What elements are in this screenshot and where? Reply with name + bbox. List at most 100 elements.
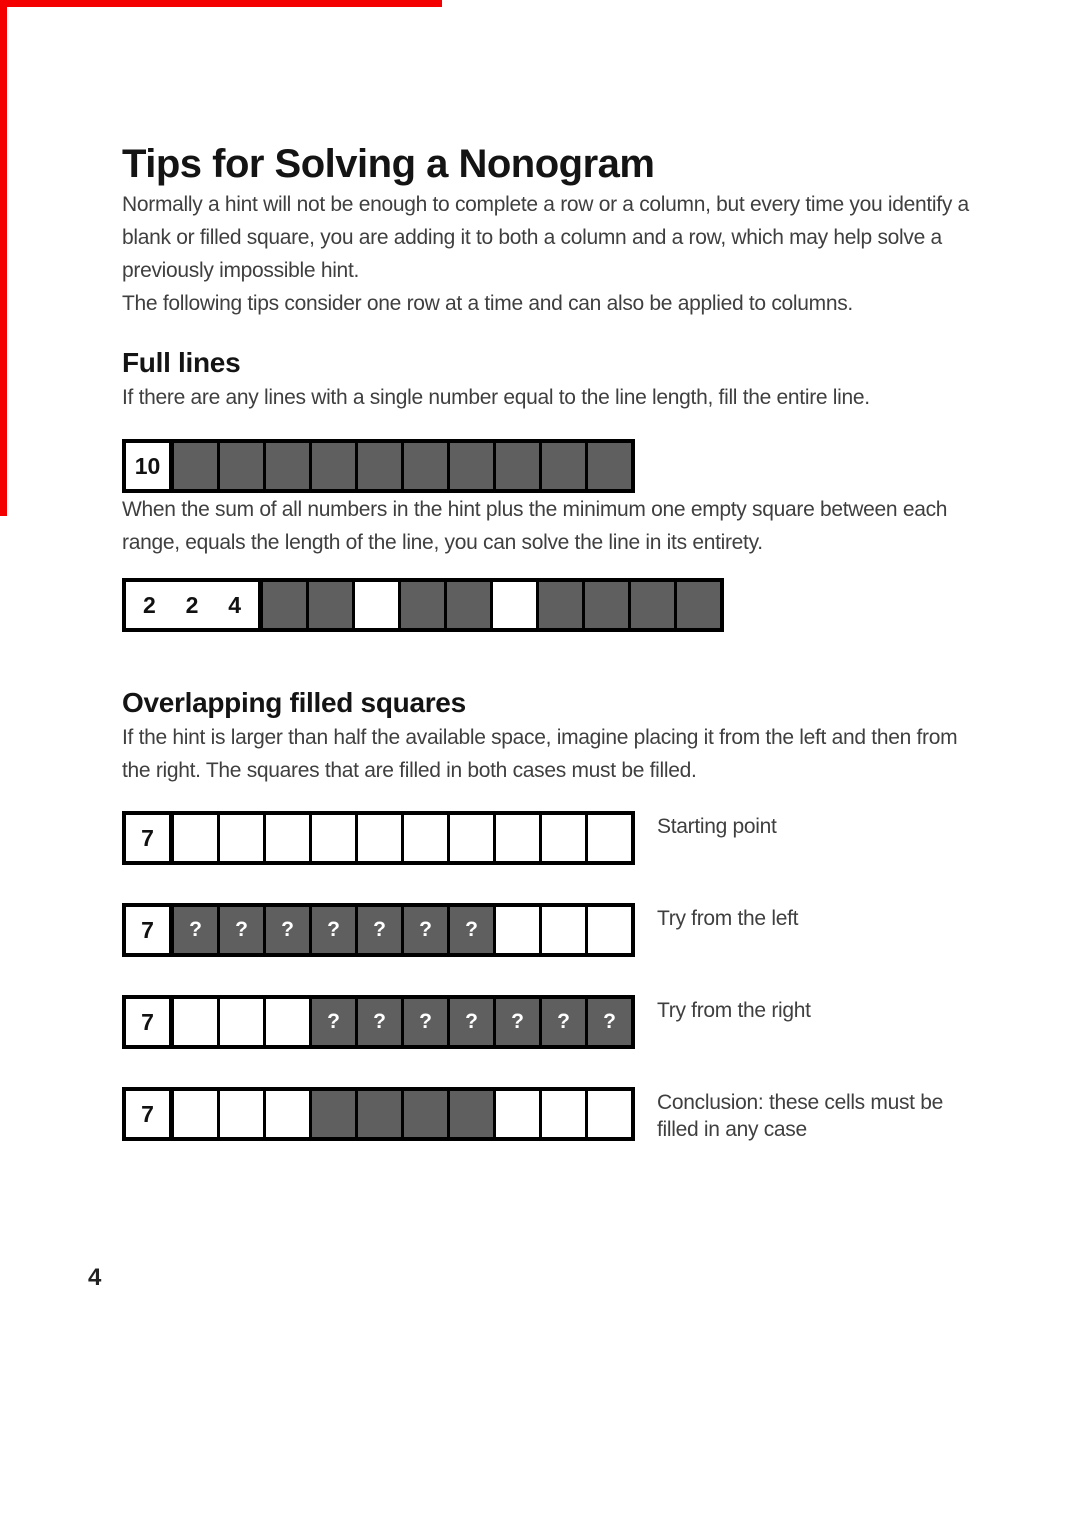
nonogram-cell-empty bbox=[174, 815, 217, 861]
nonogram-cell-filled bbox=[312, 1091, 355, 1137]
nonogram-cell-question: ? bbox=[450, 999, 493, 1045]
nonogram-cell-question: ? bbox=[404, 999, 447, 1045]
figure-caption-try-from-left: Try from the left bbox=[657, 907, 799, 930]
hint-box: 7 bbox=[126, 999, 169, 1045]
nonogram-cell-empty bbox=[588, 1091, 631, 1137]
page-content: Tips for Solving a Nonogram Normally a h… bbox=[88, 0, 1002, 1292]
hint-number: 7 bbox=[141, 916, 154, 943]
hint-number: 7 bbox=[141, 1008, 154, 1035]
nonogram-cell-filled bbox=[450, 1091, 493, 1137]
hint-box: 7 bbox=[126, 907, 169, 953]
nonogram-cell-empty bbox=[220, 999, 263, 1045]
nonogram-cell-filled bbox=[263, 582, 306, 628]
hint-box: 10 bbox=[126, 443, 169, 489]
nonogram-cell-empty bbox=[493, 582, 536, 628]
figure-caption-try-from-right: Try from the right bbox=[657, 999, 811, 1022]
figure-row-try-from-right: 7??????? Try from the right bbox=[122, 995, 1002, 1049]
section-heading-overlapping: Overlapping filled squares bbox=[122, 687, 466, 718]
nonogram-cell-empty bbox=[266, 815, 309, 861]
overlapping-paragraph-1: If the hint is larger than half the avai… bbox=[122, 726, 958, 782]
hint-box: 2 2 4 bbox=[126, 582, 258, 628]
figure-row-try-from-left: 7??????? Try from the left bbox=[122, 903, 1002, 957]
figure-row-starting-point: 7 Starting point bbox=[122, 811, 1002, 865]
page-number: 4 bbox=[88, 1264, 102, 1291]
nonogram-cell-question: ? bbox=[220, 907, 263, 953]
red-annotation-line-top bbox=[0, 0, 442, 7]
figure-caption-conclusion: Conclusion: these cells must be filled i… bbox=[657, 1091, 944, 1141]
nonogram-cell-question: ? bbox=[266, 907, 309, 953]
nonogram-cell-filled bbox=[447, 582, 490, 628]
nonogram-cell-empty bbox=[404, 815, 447, 861]
nonogram-cell-filled bbox=[677, 582, 720, 628]
nonogram-cell-filled bbox=[588, 443, 631, 489]
nonogram-bar-try-from-left: 7??????? bbox=[122, 903, 635, 957]
nonogram-cell-filled bbox=[585, 582, 628, 628]
hint-box: 7 bbox=[126, 1091, 169, 1137]
nonogram-cell-filled bbox=[539, 582, 582, 628]
nonogram-cell-empty bbox=[220, 815, 263, 861]
nonogram-bar-sum-example: 2 2 4 bbox=[122, 578, 724, 632]
hint-number: 7 bbox=[141, 1100, 154, 1127]
nonogram-cell-empty bbox=[496, 907, 539, 953]
full-lines-paragraph-2: When the sum of all numbers in the hint … bbox=[122, 498, 948, 554]
nonogram-cell-filled bbox=[220, 443, 263, 489]
figure-caption-starting-point: Starting point bbox=[657, 815, 777, 838]
nonogram-cell-filled bbox=[266, 443, 309, 489]
nonogram-cell-empty bbox=[542, 907, 585, 953]
intro-paragraph-2: The following tips consider one row at a… bbox=[122, 292, 853, 315]
nonogram-cell-question: ? bbox=[312, 999, 355, 1045]
nonogram-cell-question: ? bbox=[174, 907, 217, 953]
nonogram-cell-question: ? bbox=[312, 907, 355, 953]
nonogram-cell-empty bbox=[358, 815, 401, 861]
nonogram-cell-empty bbox=[312, 815, 355, 861]
nonogram-cell-empty bbox=[174, 999, 217, 1045]
red-annotation-line-left bbox=[0, 0, 7, 516]
nonogram-cell-filled bbox=[450, 443, 493, 489]
nonogram-cell-filled bbox=[358, 1091, 401, 1137]
section-heading-full-lines: Full lines bbox=[122, 347, 241, 378]
nonogram-bar-starting-point: 7 bbox=[122, 811, 635, 865]
hint-number: 2 bbox=[185, 591, 199, 618]
nonogram-cell-empty bbox=[496, 1091, 539, 1137]
hint-number: 2 bbox=[143, 591, 156, 618]
hint-number: 10 bbox=[134, 452, 161, 479]
nonogram-cell-question: ? bbox=[496, 999, 539, 1045]
hint-number: 4 bbox=[228, 591, 241, 618]
nonogram-cell-question: ? bbox=[358, 907, 401, 953]
nonogram-bar-conclusion: 7 bbox=[122, 1087, 635, 1141]
intro-paragraph-1: Normally a hint will not be enough to co… bbox=[122, 193, 969, 282]
nonogram-bar-full-line: 10 bbox=[122, 439, 635, 493]
nonogram-cell-filled bbox=[631, 582, 674, 628]
nonogram-cell-empty bbox=[220, 1091, 263, 1137]
nonogram-cell-empty bbox=[542, 1091, 585, 1137]
nonogram-cell-empty bbox=[542, 815, 585, 861]
page-title: Tips for Solving a Nonogram bbox=[122, 142, 655, 186]
nonogram-cell-empty bbox=[266, 1091, 309, 1137]
nonogram-cell-filled bbox=[312, 443, 355, 489]
hint-number: 7 bbox=[141, 824, 154, 851]
nonogram-cell-filled bbox=[542, 443, 585, 489]
figure-row-conclusion: 7 Conclusion: these cells must be filled… bbox=[122, 1087, 1002, 1143]
nonogram-cell-filled bbox=[496, 443, 539, 489]
hint-box: 7 bbox=[126, 815, 169, 861]
nonogram-bar-try-from-right: 7??????? bbox=[122, 995, 635, 1049]
nonogram-cell-empty bbox=[496, 815, 539, 861]
nonogram-cell-question: ? bbox=[450, 907, 493, 953]
nonogram-cell-question: ? bbox=[542, 999, 585, 1045]
nonogram-cell-filled bbox=[404, 1091, 447, 1137]
nonogram-cell-empty bbox=[266, 999, 309, 1045]
nonogram-cell-filled bbox=[174, 443, 217, 489]
nonogram-cell-question: ? bbox=[404, 907, 447, 953]
nonogram-cell-filled bbox=[404, 443, 447, 489]
full-lines-paragraph-1: If there are any lines with a single num… bbox=[122, 386, 870, 409]
nonogram-cell-question: ? bbox=[358, 999, 401, 1045]
nonogram-cell-empty bbox=[588, 907, 631, 953]
nonogram-cell-empty bbox=[450, 815, 493, 861]
nonogram-cell-empty bbox=[355, 582, 398, 628]
nonogram-cell-filled bbox=[309, 582, 352, 628]
nonogram-cell-filled bbox=[401, 582, 444, 628]
nonogram-cell-question: ? bbox=[588, 999, 631, 1045]
nonogram-cell-empty bbox=[588, 815, 631, 861]
nonogram-cell-filled bbox=[358, 443, 401, 489]
